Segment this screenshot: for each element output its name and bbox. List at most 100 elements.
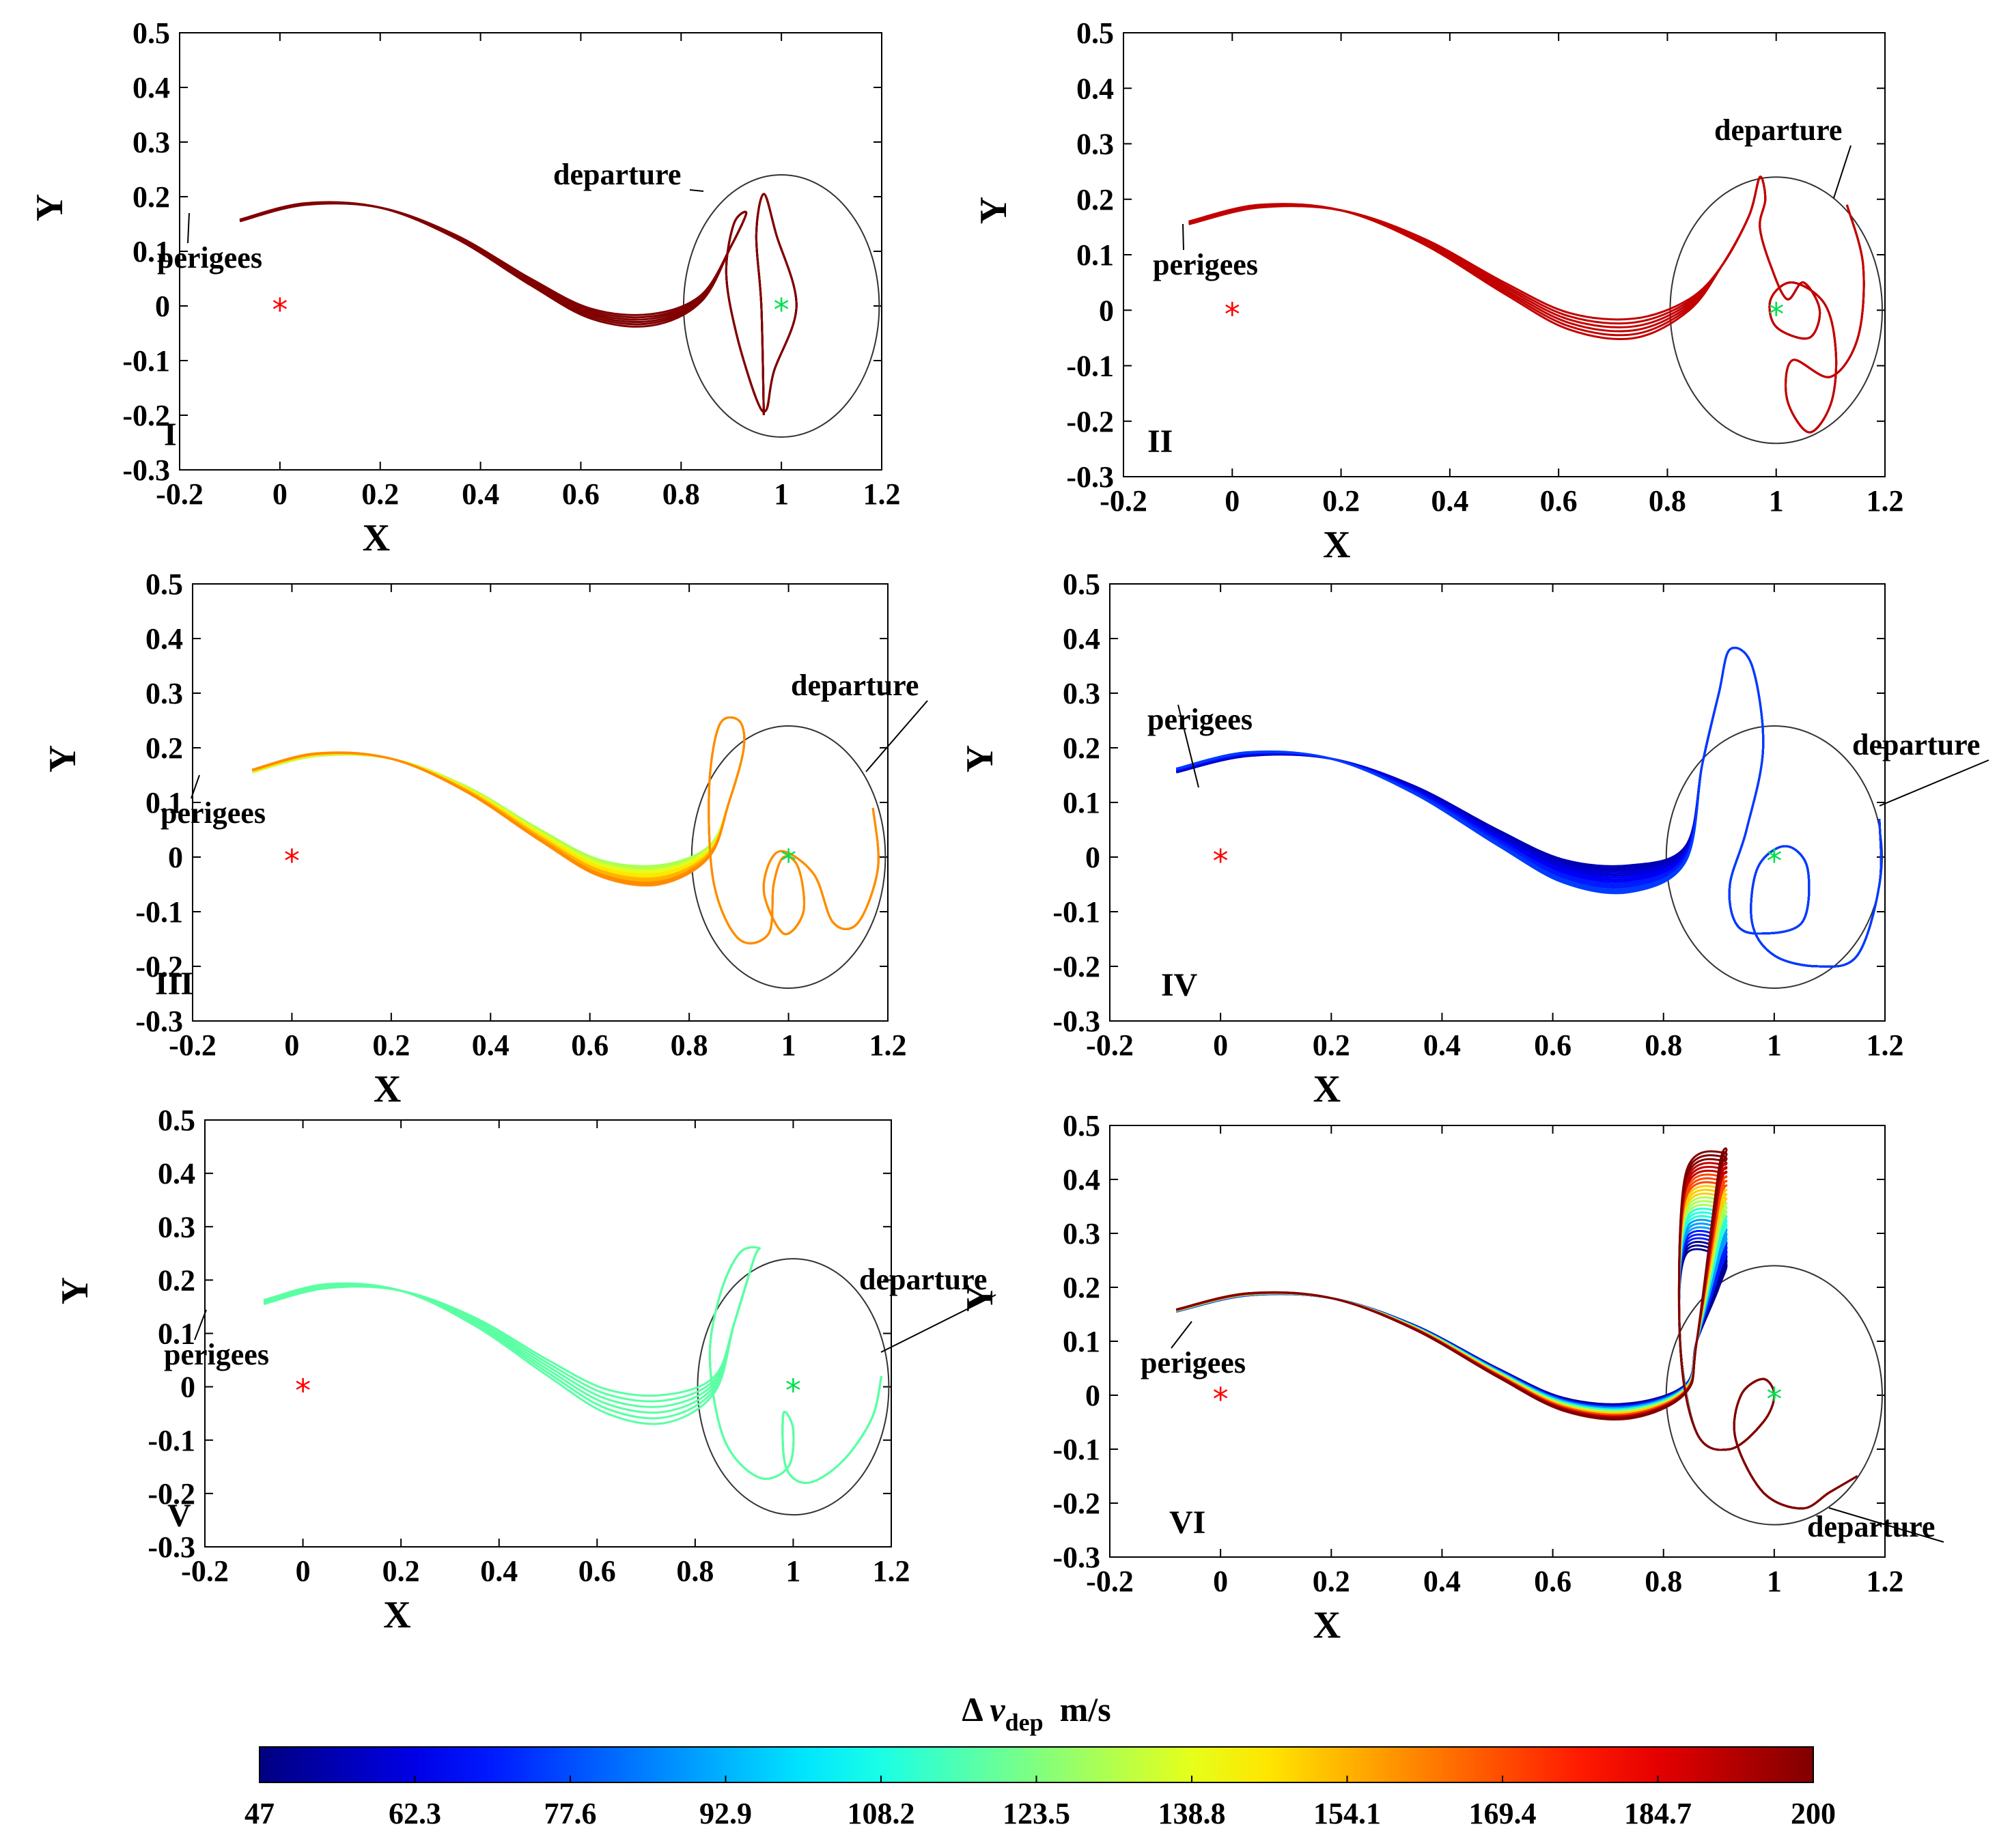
colorbar-title-subscript: dep [1005, 1709, 1044, 1736]
departure-annotation: departure [859, 1263, 987, 1296]
trajectory-line [1188, 176, 1865, 434]
perigees-leader-line [191, 774, 200, 799]
departure-leader-line [1828, 1507, 1944, 1543]
y-axis-label: Y [54, 1277, 96, 1304]
trajectory-line [263, 1246, 883, 1484]
trajectory-line [1175, 1147, 1858, 1510]
x-axis-label: X [383, 1594, 410, 1636]
trajectory-line [251, 716, 880, 944]
y-tick-label: 0.4 [1063, 1163, 1100, 1196]
x-axis-label: X [1323, 524, 1350, 566]
x-tick-label: 0.8 [676, 1554, 714, 1588]
y-tick-label: -0.3 [122, 453, 170, 487]
trajectory-line [1175, 1222, 1858, 1510]
x-tick-label: 0.6 [1534, 1565, 1571, 1598]
trajectory-line [239, 193, 798, 416]
trajectory-line [251, 716, 880, 944]
trajectory-line [1175, 1151, 1858, 1510]
departure-leader-line [1879, 759, 1989, 807]
y-tick-label: -0.1 [135, 895, 183, 929]
y-tick-label: 0 [1099, 294, 1114, 327]
trajectory-line [1175, 647, 1882, 968]
perigees-leader-line [1182, 223, 1184, 251]
trajectory-line [251, 716, 880, 944]
y-tick-label: 0.4 [1063, 622, 1100, 656]
panel-label: II [1147, 423, 1173, 460]
trajectory-line [1175, 1169, 1858, 1510]
axes-box [1109, 1125, 1886, 1558]
x-tick-label: 0.4 [472, 1028, 509, 1062]
x-tick-label: 0.6 [571, 1028, 609, 1062]
y-tick-label: 0.1 [132, 235, 170, 268]
x-tick-label: 0 [1213, 1028, 1228, 1062]
y-tick-label: 0.1 [1063, 786, 1100, 820]
moon-marker: * [1768, 296, 1784, 333]
y-tick-label: 0 [168, 841, 183, 874]
x-tick-label: 0.2 [1322, 484, 1360, 518]
y-tick-label: 0.3 [1063, 677, 1100, 710]
panel-label: V [167, 1498, 191, 1534]
x-tick-label: 1.2 [873, 1554, 910, 1588]
x-tick-label: 0.2 [361, 477, 399, 511]
x-tick-label: 0 [284, 1028, 299, 1062]
trajectory-line [251, 716, 880, 944]
trajectory-line [1175, 647, 1882, 968]
y-tick-label: -0.1 [1052, 1433, 1100, 1466]
y-tick-label: -0.3 [1052, 1541, 1100, 1574]
perigees-annotation: perigees [1141, 1346, 1246, 1380]
trajectory-line [1175, 1156, 1858, 1510]
trajectory-line [1175, 1188, 1858, 1510]
axes-box [1109, 583, 1886, 1022]
x-tick-label: 1.2 [863, 477, 901, 511]
y-tick-label: 0 [155, 290, 170, 323]
x-tick-label: 1.2 [869, 1028, 907, 1062]
x-axis-label: X [1313, 1604, 1341, 1647]
x-tick-label: 0.8 [1645, 1565, 1682, 1598]
trajectory-line [1175, 647, 1882, 968]
axes-box [204, 1119, 892, 1548]
y-tick-label: 0.1 [1063, 1325, 1100, 1358]
x-tick-label: 0.6 [1534, 1028, 1571, 1062]
x-tick-label: 1 [1767, 1565, 1782, 1598]
trajectory-line [263, 1246, 883, 1484]
trajectory-line [1175, 1230, 1858, 1510]
colorbar-title-delta: Δ [962, 1690, 990, 1728]
y-tick-label: 0.5 [1063, 1109, 1100, 1143]
x-tick-label: 0.4 [462, 477, 499, 511]
trajectory-line [1175, 1196, 1858, 1510]
y-tick-label: 0.3 [1063, 1217, 1100, 1250]
x-tick-label: 0.6 [578, 1554, 616, 1588]
x-tick-label: 0.8 [671, 1028, 708, 1062]
trajectory-line [1175, 1237, 1858, 1510]
perigees-annotation: perigees [157, 241, 262, 275]
x-tick-label: 0 [1225, 484, 1240, 518]
x-tick-label: 1.2 [1867, 1028, 1904, 1062]
colorbar-tick-label: 154.1 [1313, 1797, 1381, 1830]
y-tick-label: 0.5 [158, 1104, 195, 1137]
trajectory-line [1175, 1177, 1858, 1510]
x-tick-label: 0.8 [1645, 1028, 1682, 1062]
y-tick-label: -0.3 [1066, 460, 1114, 494]
trajectory-line [1175, 647, 1882, 968]
trajectory-line [1175, 1215, 1858, 1510]
x-tick-label: 0.6 [1540, 484, 1578, 518]
trajectory-line [251, 716, 880, 944]
trajectory-line [1175, 1185, 1858, 1510]
y-tick-label: 0.2 [1063, 731, 1100, 765]
y-tick-label: 0.3 [145, 677, 183, 710]
x-tick-label: 0 [296, 1554, 311, 1588]
x-tick-label: 0.8 [662, 477, 700, 511]
perigees-leader-line [194, 1309, 207, 1341]
perigees-annotation: perigees [164, 1338, 269, 1371]
y-tick-label: -0.1 [1066, 350, 1114, 383]
colorbar-tick-label: 169.4 [1469, 1797, 1537, 1830]
earth-marker: * [1213, 843, 1229, 880]
trajectory-line [263, 1246, 883, 1484]
y-axis-label: Y [959, 745, 1001, 772]
perigees-annotation: perigees [1153, 248, 1258, 281]
x-tick-label: 0.4 [480, 1554, 518, 1588]
lunar-sphere-circle [1665, 725, 1883, 989]
x-tick-label: 0.2 [1313, 1028, 1350, 1062]
departure-annotation: departure [1807, 1510, 1935, 1543]
